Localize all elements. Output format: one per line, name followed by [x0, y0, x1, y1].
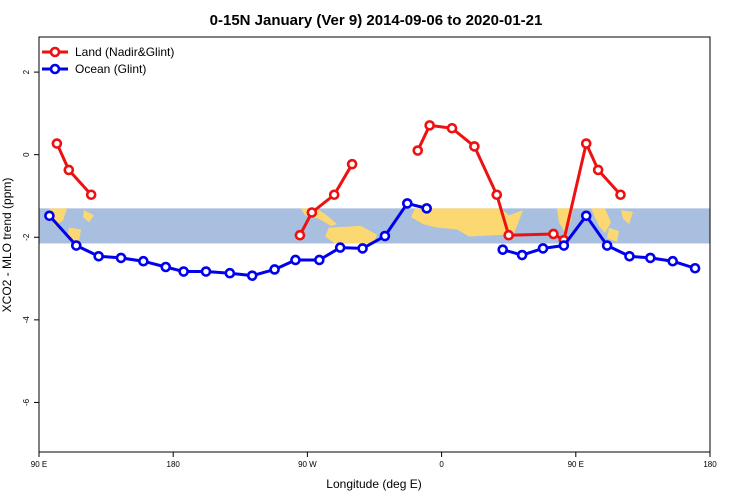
data-point: [44, 210, 55, 222]
data-point: [645, 252, 656, 264]
map-band: [39, 208, 710, 244]
data-point: [178, 266, 189, 277]
data-point: [558, 240, 570, 251]
chart-title: 0-15N January (Ver 9) 2014-09-06 to 2020…: [210, 12, 543, 29]
data-point: [314, 254, 325, 266]
land-shape: [607, 227, 619, 242]
data-point: [357, 243, 368, 254]
land-shape: [325, 225, 377, 244]
data-point: [294, 229, 306, 241]
legend-label: Land (Nadir&Glint): [75, 45, 174, 59]
data-point: [379, 230, 391, 242]
data-point: [624, 250, 635, 262]
series-layer: [44, 120, 701, 281]
data-point: [491, 189, 503, 201]
plot-frame: [38, 36, 711, 453]
data-point: [224, 267, 236, 279]
legend-label: Ocean (Glint): [75, 62, 146, 76]
legend-marker: [49, 46, 61, 58]
data-point: [160, 261, 172, 273]
legend-marker: [49, 63, 61, 75]
data-point: [615, 189, 626, 201]
data-point: [601, 240, 613, 251]
land-shape: [621, 210, 633, 225]
data-point: [421, 203, 432, 214]
data-point: [246, 270, 258, 281]
data-point: [269, 264, 280, 275]
data-point: [70, 240, 82, 251]
data-point: [200, 266, 212, 277]
y-tick-label: 2: [22, 69, 31, 74]
data-point: [667, 255, 679, 267]
y-axis-label: XCO2 - MLO trend (ppm): [0, 178, 14, 313]
data-point: [469, 141, 480, 152]
land-shape: [591, 208, 611, 233]
data-point: [334, 242, 346, 253]
data-point: [446, 122, 458, 134]
data-point: [580, 138, 592, 149]
y-tick-label: -4: [22, 316, 31, 324]
land-shape: [83, 210, 94, 223]
x-tick-label: 90 E: [568, 460, 584, 469]
series-land: [51, 120, 626, 246]
x-tick-label: 180: [167, 460, 181, 469]
y-tick-label: -6: [22, 398, 31, 406]
data-point: [93, 250, 104, 262]
series-line: [502, 214, 696, 270]
land-shape: [411, 208, 517, 237]
y-tick-label: -2: [22, 233, 31, 241]
data-point: [548, 228, 559, 240]
x-axis-label: Longitude (deg E): [326, 477, 421, 491]
series-line: [298, 163, 354, 236]
x-tick-label: 90 E: [31, 460, 47, 469]
data-point: [138, 255, 149, 267]
data-point: [346, 158, 358, 170]
data-point: [412, 145, 424, 156]
data-point: [402, 198, 413, 209]
data-point: [689, 262, 701, 274]
x-tick-label: 0: [439, 460, 444, 469]
x-tick-label: 90 W: [298, 460, 317, 469]
data-point: [580, 210, 592, 222]
data-point: [51, 138, 63, 149]
data-point: [85, 189, 97, 201]
data-point: [516, 249, 528, 261]
x-tick-label: 180: [703, 460, 717, 469]
legend: Land (Nadir&Glint) Ocean (Glint): [42, 45, 174, 76]
data-point: [306, 207, 318, 218]
y-tick-label: 0: [22, 152, 31, 157]
data-point: [328, 189, 340, 201]
data-point: [592, 164, 604, 176]
data-point: [63, 164, 75, 176]
data-point: [537, 243, 549, 254]
data-point: [115, 252, 127, 264]
series-ocean: [44, 198, 701, 281]
data-point: [424, 120, 435, 131]
data-point: [497, 244, 509, 255]
data-point: [503, 229, 515, 241]
data-point: [290, 254, 301, 266]
axes: 90 E 180 90 W 0 90 E 180 2 0 -2 -4 -6: [22, 69, 717, 469]
